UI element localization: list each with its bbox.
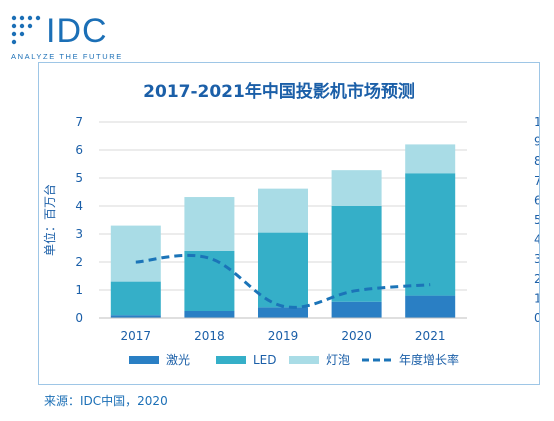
y-tick-label: 6 — [75, 143, 83, 157]
logo-tagline: ANALYZE THE FUTURE — [11, 52, 123, 61]
bar-segment — [331, 206, 382, 302]
idc-logo: IDC ANALYZE THE FUTURE — [10, 6, 190, 62]
bar-segment — [258, 232, 308, 308]
y2-tick-label: 30.0% — [534, 252, 539, 266]
y2-tick-label: 20.0% — [534, 272, 539, 286]
bar-segment — [405, 144, 456, 174]
bar-segment — [405, 173, 456, 296]
chart-container: 2017-2021年中国投影机市场预测 012345670.0%10.0%20.… — [38, 62, 540, 385]
y-tick-label: 7 — [75, 115, 83, 129]
y-axis-label: 单位：百万台 — [42, 184, 57, 256]
bar-segment — [331, 170, 382, 206]
projector-market-chart: 2017-2021年中国投影机市场预测 012345670.0%10.0%20.… — [42, 81, 539, 367]
bar-segment — [110, 225, 161, 282]
bar-segment — [331, 301, 382, 318]
y2-tick-label: 10.0% — [534, 291, 539, 305]
bar-segment — [405, 295, 456, 318]
logo-wordmark: IDC — [46, 12, 108, 50]
y-tick-label: 1 — [75, 283, 83, 297]
bar-segment — [110, 281, 161, 316]
y2-tick-label: 40.0% — [534, 233, 539, 247]
bar-segment — [184, 250, 235, 311]
legend-swatch — [129, 356, 159, 364]
bar-segment — [258, 307, 308, 318]
y2-tick-label: 80.0% — [534, 154, 539, 168]
x-tick-label: 2019 — [268, 329, 299, 343]
y2-tick-label: 90.0% — [534, 135, 539, 149]
y-tick-label: 4 — [75, 199, 83, 213]
x-tick-label: 2017 — [121, 329, 152, 343]
y-tick-label: 2 — [75, 255, 83, 269]
y2-tick-label: 50.0% — [534, 213, 539, 227]
y2-tick-label: 0.0% — [534, 311, 539, 325]
x-tick-label: 2020 — [341, 329, 372, 343]
source-note: 来源：IDC中国，2020 — [44, 394, 168, 408]
bar-segment — [110, 315, 161, 318]
x-tick-label: 2018 — [194, 329, 225, 343]
y2-tick-label: 70.0% — [534, 174, 539, 188]
legend-label: LED — [253, 353, 277, 367]
y2-tick-label: 100.0% — [534, 115, 539, 129]
legend-label: 灯泡 — [326, 353, 350, 367]
logo-dots-icon — [11, 15, 41, 45]
bar-segment — [184, 311, 235, 318]
y-tick-label: 5 — [75, 171, 83, 185]
legend-label: 年度增长率 — [399, 352, 459, 367]
legend-label: 激光 — [166, 353, 190, 367]
axes: 012345670.0%10.0%20.0%30.0%40.0%50.0%60.… — [75, 115, 539, 343]
x-tick-label: 2021 — [415, 329, 446, 343]
legend-swatch — [289, 356, 319, 364]
legend-swatch — [216, 356, 246, 364]
bar-segment — [258, 188, 308, 233]
y-tick-label: 0 — [75, 311, 83, 325]
bar-segment — [184, 197, 235, 251]
y-tick-label: 3 — [75, 227, 83, 241]
growth-line-series — [135, 253, 431, 309]
y2-tick-label: 60.0% — [534, 193, 539, 207]
legend: 激光 LED 灯泡 年度增长率 — [129, 352, 459, 367]
bar-series — [110, 144, 456, 318]
chart-title: 2017-2021年中国投影机市场预测 — [143, 81, 415, 102]
